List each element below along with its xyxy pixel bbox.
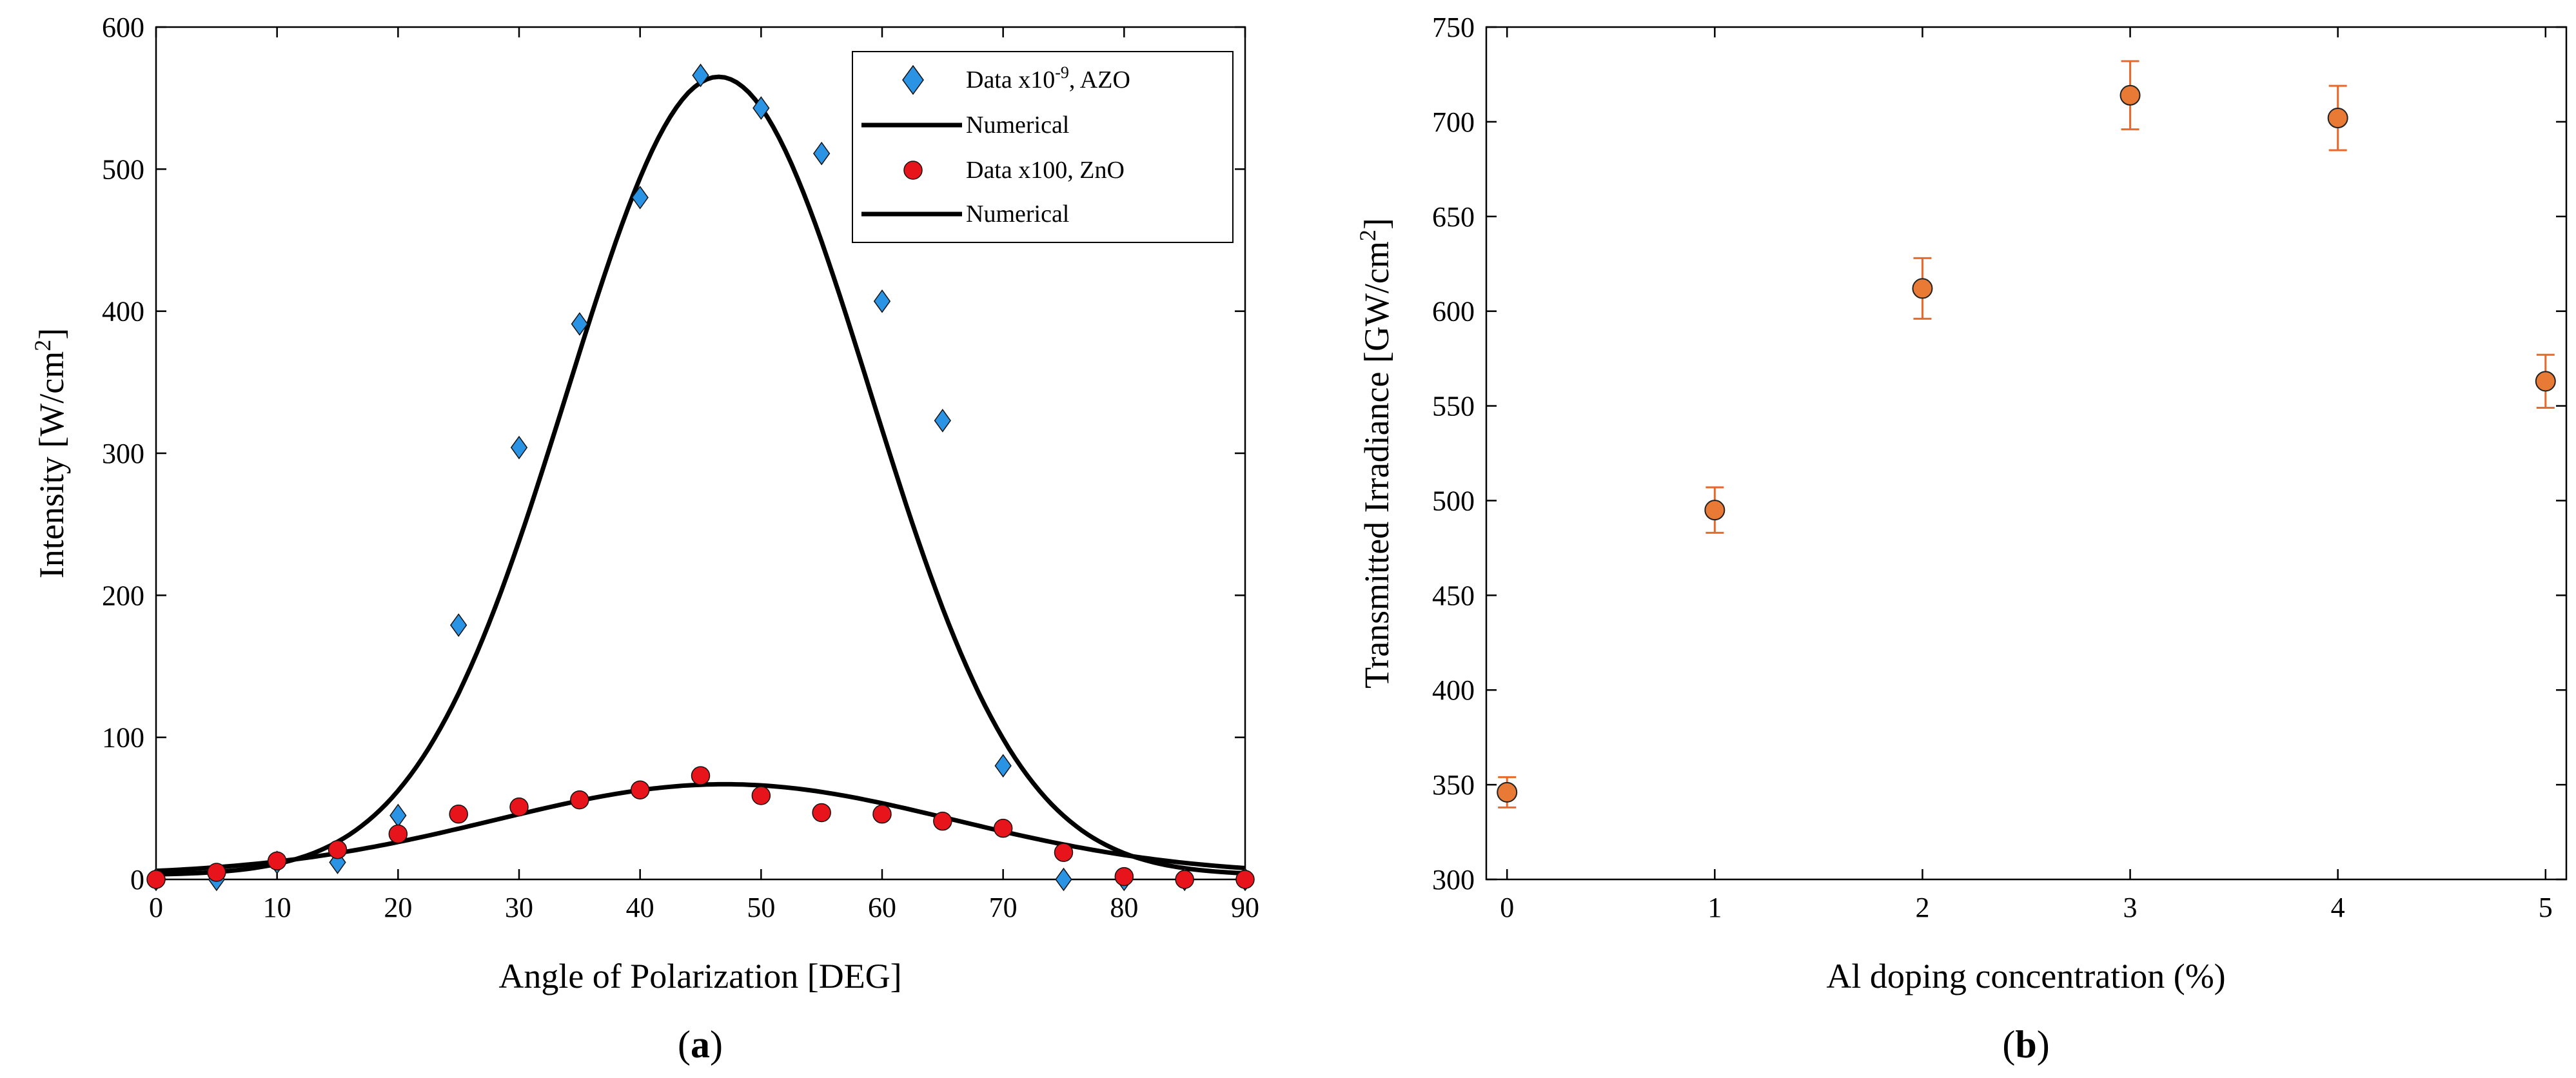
chart-b-x-tick-label: 2 <box>1915 892 1929 923</box>
chart-a-legend: Data x10-9, AZO Numerical Data x100, ZnO… <box>852 51 1234 243</box>
chart-b-x-tick-label: 3 <box>2123 892 2138 923</box>
chart-a-x-tick-label: 0 <box>149 892 163 923</box>
chart-a-x-tick-label: 40 <box>626 892 654 923</box>
chart-a-x-tick-label: 90 <box>1231 892 1259 923</box>
zno-data-point <box>691 766 711 785</box>
zno-data-point <box>1175 870 1194 889</box>
chart-b-x-tick-label: 1 <box>1707 892 1722 923</box>
chart-b-y-tick-label: 450 <box>1432 580 1475 611</box>
legend-marker-azo <box>902 64 924 95</box>
zno-data-point <box>328 839 348 859</box>
chart-a-x-tick-label: 70 <box>989 892 1018 923</box>
zno-data-point <box>146 870 166 889</box>
chart-a-y-tick-label: 200 <box>102 580 144 611</box>
zno-data-point <box>570 790 589 810</box>
zno-data-point <box>933 811 952 831</box>
azo-data-point <box>813 141 831 166</box>
azo-data-point <box>994 754 1012 778</box>
zno-data-point <box>812 803 831 823</box>
azo-data-point <box>752 96 770 120</box>
chart-a-x-axis-label: Angle of Polarization [DEG] <box>498 957 901 995</box>
chart-a-x-tick-label: 60 <box>868 892 896 923</box>
zno-data-point <box>207 863 226 882</box>
chart-b-x-tick-label: 0 <box>1500 892 1514 923</box>
chart-b-x-axis-label: Al doping concentration (%) <box>1826 957 2225 995</box>
zno-data-point <box>267 851 287 871</box>
zno-data-point <box>872 804 892 824</box>
chart-a-y-axis-label: Intensity [W/cm2] <box>30 328 71 578</box>
azo-data-point <box>631 186 649 210</box>
chart-b-y-tick-label: 500 <box>1432 485 1475 516</box>
azo-data-point <box>934 409 951 433</box>
azo-data-point <box>389 803 407 828</box>
chart-b-x-tick-label: 4 <box>2331 892 2345 923</box>
chart-a-y-tick-label: 0 <box>130 864 144 896</box>
legend-label-azo: Data x10-9, AZO <box>966 63 1130 93</box>
zno-data-point <box>1054 843 1074 862</box>
chart-b-y-tick-label: 300 <box>1432 864 1475 896</box>
legend-label-zno-numerical: Numerical <box>966 201 1069 228</box>
zno-data-point <box>449 804 468 824</box>
chart-b-doping: 0 1 2 3 4 5 300 350 400 450 500 550 600 650 700 750 Al … <box>1355 12 2568 1066</box>
chart-b-y-tick-label: 700 <box>1432 106 1475 138</box>
panel-label-b: (b) <box>2002 1023 2049 1066</box>
doping-data-point <box>2535 371 2556 392</box>
azo-data-point <box>510 435 528 460</box>
doping-data-point <box>2327 108 2348 129</box>
chart-a-y-tick-label: 500 <box>102 153 144 185</box>
chart-b-y-tick-label: 750 <box>1432 12 1475 43</box>
chart-a-y-tick-label: 600 <box>102 12 144 43</box>
zno-data-point <box>993 818 1013 838</box>
chart-b-y-axis-label: Transmitted Irradiance [GW/cm2] <box>1355 218 1396 689</box>
zno-data-point <box>630 780 650 799</box>
azo-data-point <box>873 289 891 313</box>
chart-b-y-tick-label: 400 <box>1432 674 1475 706</box>
chart-b-y-tick-label: 550 <box>1432 391 1475 422</box>
zno-data-point <box>1114 867 1134 887</box>
chart-a-y-tick-label: 400 <box>102 296 144 328</box>
zno-data-point <box>1235 870 1255 889</box>
chart-b-y-tick-label: 600 <box>1432 296 1475 328</box>
chart-a-x-tick-label: 10 <box>263 892 291 923</box>
doping-data-point <box>1497 781 1518 803</box>
chart-b-plot-frame <box>1485 26 2568 881</box>
zno-data-point <box>388 824 408 844</box>
zno-data-point <box>509 797 529 817</box>
doping-data-point <box>1912 278 1933 299</box>
chart-a-y-tick-label: 300 <box>102 438 144 469</box>
azo-data-point <box>692 63 709 88</box>
azo-data-point <box>450 613 467 637</box>
chart-a-x-tick-label: 50 <box>747 892 775 923</box>
chart-a-y-tick-label: 100 <box>102 722 144 754</box>
panel-label-a: (a) <box>678 1023 723 1066</box>
chart-a-x-tick-label: 20 <box>384 892 412 923</box>
chart-b-x-tick-label: 5 <box>2539 892 2553 923</box>
chart-a-x-tick-label: 80 <box>1110 892 1138 923</box>
legend-label-azo-numerical: Numerical <box>966 112 1069 139</box>
zno-data-point <box>751 786 771 805</box>
azo-data-point <box>571 312 588 336</box>
legend-marker-zno <box>903 161 923 180</box>
legend-label-zno: Data x100, ZnO <box>966 157 1125 184</box>
doping-data-point <box>2119 84 2141 106</box>
chart-b-y-tick-label: 650 <box>1432 201 1475 233</box>
azo-data-point <box>1055 867 1072 892</box>
chart-b-y-tick-label: 350 <box>1432 769 1475 801</box>
doping-data-point <box>1704 500 1726 521</box>
chart-a-polarization: 0 10 20 30 40 50 60 70 80 90 0 100 200 300 400 500 600 D… <box>30 12 1259 1066</box>
chart-a-x-tick-label: 30 <box>505 892 533 923</box>
